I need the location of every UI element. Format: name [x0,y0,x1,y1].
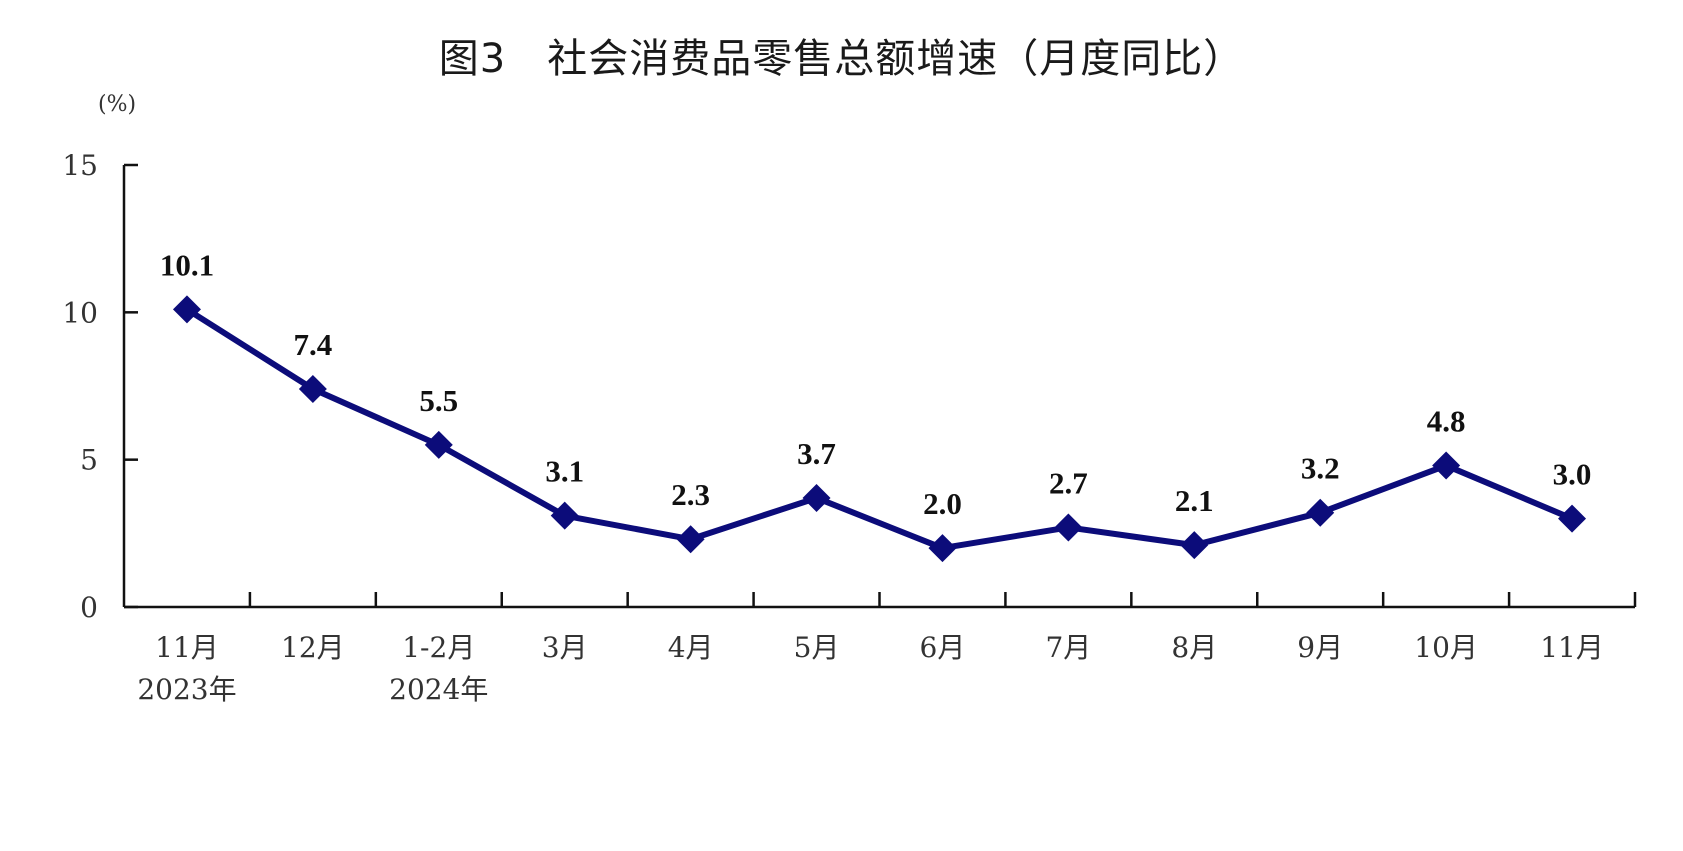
data-label: 2.1 [1175,483,1214,518]
data-label: 4.8 [1427,404,1466,439]
x-tick-label: 3月 [542,631,588,664]
chart-title: 图3 社会消费品零售总额增速（月度同比） [438,36,1245,82]
x-tick-label: 5月 [794,631,840,664]
x-tick-label: 8月 [1171,631,1217,664]
y-tick-label: 5 [80,444,98,477]
axes: 0 5 10 15 11月 2023年 12月 1-2月 2024年 3月 4月 5月 6月 7月 8月 9月… [62,149,1637,706]
data-point-marker [928,534,957,563]
data-label: 2.3 [671,477,710,512]
x-tick-label: 10月 [1414,631,1478,664]
data-point-marker [1306,498,1335,527]
x-tick-sublabel: 2023年 [137,673,236,706]
series-line-group [183,306,1576,552]
data-point-marker [550,501,579,530]
labels-group: 10.1 7.4 5.5 3.1 2.3 3.7 2.0 2.7 2.1 3.2 4.8 3.0 [160,247,1592,521]
data-label: 3.0 [1553,457,1592,492]
data-label: 2.0 [923,486,962,521]
x-tick-sublabel: 2024年 [389,673,488,706]
data-point-marker [172,295,201,324]
x-tick-label: 4月 [668,631,714,664]
data-label: 7.4 [294,327,333,362]
y-tick-label: 10 [62,296,98,329]
data-label: 3.1 [545,454,584,489]
data-label: 5.5 [419,383,458,418]
y-tick-label: 15 [62,149,98,182]
x-tick-label: 9月 [1297,631,1343,664]
x-tick-label: 11月 [155,631,219,664]
data-label: 3.2 [1301,451,1340,486]
data-point-marker [298,374,327,403]
data-label: 2.7 [1049,465,1088,500]
data-point-marker [1054,513,1083,542]
x-tick-label: 11月 [1540,631,1604,664]
y-tick-label: 0 [80,591,98,624]
data-label: 10.1 [160,247,214,282]
data-label: 3.7 [797,436,836,471]
data-point-marker [1558,504,1587,533]
series-line [183,306,1576,552]
x-tick-label: 1-2月 [402,631,475,664]
data-point-marker [1180,531,1209,560]
data-point-marker [1432,451,1461,480]
y-unit-label: (%) [98,92,137,117]
data-point-marker [802,483,831,512]
x-tick-label: 7月 [1045,631,1091,664]
x-tick-label: 6月 [920,631,966,664]
data-point-marker [424,430,453,459]
x-tick-label: 12月 [281,631,345,664]
data-point-marker [676,525,705,554]
markers-group [172,295,1587,563]
